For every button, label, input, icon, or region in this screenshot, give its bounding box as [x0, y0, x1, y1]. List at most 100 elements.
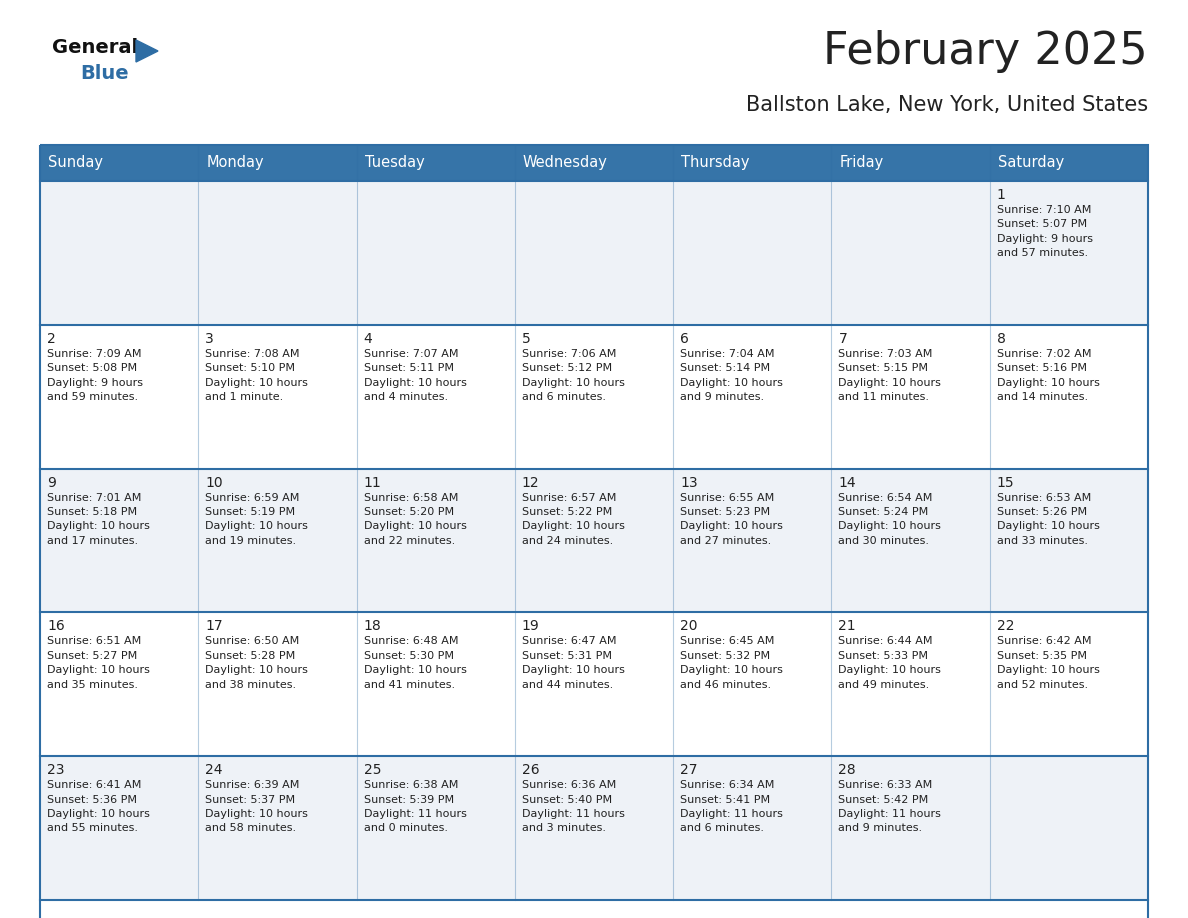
Bar — [514, 181, 674, 325]
Text: Sunday: Sunday — [48, 155, 103, 171]
Text: 25: 25 — [364, 763, 381, 778]
Bar — [514, 468, 674, 612]
Bar — [356, 468, 514, 612]
Bar — [40, 181, 198, 325]
Bar — [514, 756, 674, 900]
Bar — [832, 612, 990, 756]
Text: 12: 12 — [522, 476, 539, 489]
Text: Friday: Friday — [840, 155, 884, 171]
Bar — [356, 612, 514, 756]
Text: 22: 22 — [997, 620, 1015, 633]
Text: Sunrise: 6:48 AM
Sunset: 5:30 PM
Daylight: 10 hours
and 41 minutes.: Sunrise: 6:48 AM Sunset: 5:30 PM Dayligh… — [364, 636, 467, 689]
Text: Sunrise: 6:44 AM
Sunset: 5:33 PM
Daylight: 10 hours
and 49 minutes.: Sunrise: 6:44 AM Sunset: 5:33 PM Dayligh… — [839, 636, 941, 689]
Text: Sunrise: 6:55 AM
Sunset: 5:23 PM
Daylight: 10 hours
and 27 minutes.: Sunrise: 6:55 AM Sunset: 5:23 PM Dayligh… — [681, 493, 783, 546]
Text: Sunrise: 7:03 AM
Sunset: 5:15 PM
Daylight: 10 hours
and 11 minutes.: Sunrise: 7:03 AM Sunset: 5:15 PM Dayligh… — [839, 349, 941, 402]
Bar — [990, 468, 1148, 612]
Text: Sunrise: 7:02 AM
Sunset: 5:16 PM
Daylight: 10 hours
and 14 minutes.: Sunrise: 7:02 AM Sunset: 5:16 PM Dayligh… — [997, 349, 1100, 402]
Text: General: General — [52, 38, 138, 57]
Text: Sunrise: 7:08 AM
Sunset: 5:10 PM
Daylight: 10 hours
and 1 minute.: Sunrise: 7:08 AM Sunset: 5:10 PM Dayligh… — [206, 349, 308, 402]
Text: Sunrise: 7:09 AM
Sunset: 5:08 PM
Daylight: 9 hours
and 59 minutes.: Sunrise: 7:09 AM Sunset: 5:08 PM Dayligh… — [48, 349, 143, 402]
Bar — [514, 612, 674, 756]
Text: 1: 1 — [997, 188, 1005, 202]
Text: 5: 5 — [522, 331, 531, 346]
Bar — [40, 468, 198, 612]
Bar — [198, 181, 356, 325]
Text: 19: 19 — [522, 620, 539, 633]
Bar — [674, 181, 832, 325]
Text: 10: 10 — [206, 476, 223, 489]
Text: 9: 9 — [48, 476, 56, 489]
Text: 14: 14 — [839, 476, 857, 489]
Text: Sunrise: 6:39 AM
Sunset: 5:37 PM
Daylight: 10 hours
and 58 minutes.: Sunrise: 6:39 AM Sunset: 5:37 PM Dayligh… — [206, 780, 308, 834]
Text: Ballston Lake, New York, United States: Ballston Lake, New York, United States — [746, 95, 1148, 115]
Text: Sunrise: 6:54 AM
Sunset: 5:24 PM
Daylight: 10 hours
and 30 minutes.: Sunrise: 6:54 AM Sunset: 5:24 PM Dayligh… — [839, 493, 941, 546]
Text: Sunrise: 6:57 AM
Sunset: 5:22 PM
Daylight: 10 hours
and 24 minutes.: Sunrise: 6:57 AM Sunset: 5:22 PM Dayligh… — [522, 493, 625, 546]
Bar — [514, 325, 674, 468]
Bar — [356, 325, 514, 468]
Text: Sunrise: 6:34 AM
Sunset: 5:41 PM
Daylight: 11 hours
and 6 minutes.: Sunrise: 6:34 AM Sunset: 5:41 PM Dayligh… — [681, 780, 783, 834]
Bar — [990, 325, 1148, 468]
Text: 11: 11 — [364, 476, 381, 489]
Text: Sunrise: 6:50 AM
Sunset: 5:28 PM
Daylight: 10 hours
and 38 minutes.: Sunrise: 6:50 AM Sunset: 5:28 PM Dayligh… — [206, 636, 308, 689]
Text: February 2025: February 2025 — [823, 30, 1148, 73]
Text: Sunrise: 6:47 AM
Sunset: 5:31 PM
Daylight: 10 hours
and 44 minutes.: Sunrise: 6:47 AM Sunset: 5:31 PM Dayligh… — [522, 636, 625, 689]
Bar — [674, 468, 832, 612]
Text: Sunrise: 6:33 AM
Sunset: 5:42 PM
Daylight: 11 hours
and 9 minutes.: Sunrise: 6:33 AM Sunset: 5:42 PM Dayligh… — [839, 780, 941, 834]
Text: Sunrise: 7:06 AM
Sunset: 5:12 PM
Daylight: 10 hours
and 6 minutes.: Sunrise: 7:06 AM Sunset: 5:12 PM Dayligh… — [522, 349, 625, 402]
Text: 7: 7 — [839, 331, 847, 346]
Text: 27: 27 — [681, 763, 697, 778]
Bar — [674, 612, 832, 756]
Text: Saturday: Saturday — [998, 155, 1064, 171]
Text: 26: 26 — [522, 763, 539, 778]
Bar — [198, 468, 356, 612]
Text: Sunrise: 7:01 AM
Sunset: 5:18 PM
Daylight: 10 hours
and 17 minutes.: Sunrise: 7:01 AM Sunset: 5:18 PM Dayligh… — [48, 493, 150, 546]
Bar — [674, 325, 832, 468]
Text: 3: 3 — [206, 331, 214, 346]
Text: Sunrise: 7:04 AM
Sunset: 5:14 PM
Daylight: 10 hours
and 9 minutes.: Sunrise: 7:04 AM Sunset: 5:14 PM Dayligh… — [681, 349, 783, 402]
Bar — [832, 181, 990, 325]
Text: 16: 16 — [48, 620, 65, 633]
Text: 21: 21 — [839, 620, 857, 633]
Text: Sunrise: 6:41 AM
Sunset: 5:36 PM
Daylight: 10 hours
and 55 minutes.: Sunrise: 6:41 AM Sunset: 5:36 PM Dayligh… — [48, 780, 150, 834]
Bar — [990, 756, 1148, 900]
Text: 17: 17 — [206, 620, 223, 633]
Text: Blue: Blue — [80, 64, 128, 83]
Text: Sunrise: 6:42 AM
Sunset: 5:35 PM
Daylight: 10 hours
and 52 minutes.: Sunrise: 6:42 AM Sunset: 5:35 PM Dayligh… — [997, 636, 1100, 689]
Text: Sunrise: 7:10 AM
Sunset: 5:07 PM
Daylight: 9 hours
and 57 minutes.: Sunrise: 7:10 AM Sunset: 5:07 PM Dayligh… — [997, 205, 1093, 258]
Text: Monday: Monday — [207, 155, 264, 171]
Text: Sunrise: 6:36 AM
Sunset: 5:40 PM
Daylight: 11 hours
and 3 minutes.: Sunrise: 6:36 AM Sunset: 5:40 PM Dayligh… — [522, 780, 625, 834]
Bar — [40, 612, 198, 756]
Text: 4: 4 — [364, 331, 372, 346]
Bar — [198, 756, 356, 900]
Bar — [990, 181, 1148, 325]
Text: 18: 18 — [364, 620, 381, 633]
Text: 24: 24 — [206, 763, 223, 778]
Text: Sunrise: 6:51 AM
Sunset: 5:27 PM
Daylight: 10 hours
and 35 minutes.: Sunrise: 6:51 AM Sunset: 5:27 PM Dayligh… — [48, 636, 150, 689]
Bar — [356, 756, 514, 900]
Text: Wednesday: Wednesday — [523, 155, 608, 171]
Text: 28: 28 — [839, 763, 857, 778]
Bar — [198, 325, 356, 468]
Text: Sunrise: 6:38 AM
Sunset: 5:39 PM
Daylight: 11 hours
and 0 minutes.: Sunrise: 6:38 AM Sunset: 5:39 PM Dayligh… — [364, 780, 467, 834]
Bar — [40, 145, 1148, 918]
Bar — [198, 612, 356, 756]
Bar — [832, 756, 990, 900]
Bar — [832, 468, 990, 612]
Bar — [356, 181, 514, 325]
Text: 15: 15 — [997, 476, 1015, 489]
Bar — [832, 325, 990, 468]
Text: Sunrise: 7:07 AM
Sunset: 5:11 PM
Daylight: 10 hours
and 4 minutes.: Sunrise: 7:07 AM Sunset: 5:11 PM Dayligh… — [364, 349, 467, 402]
Text: Thursday: Thursday — [681, 155, 750, 171]
Text: Sunrise: 6:45 AM
Sunset: 5:32 PM
Daylight: 10 hours
and 46 minutes.: Sunrise: 6:45 AM Sunset: 5:32 PM Dayligh… — [681, 636, 783, 689]
Text: 23: 23 — [48, 763, 64, 778]
Bar — [40, 756, 198, 900]
Bar — [990, 612, 1148, 756]
Bar — [674, 756, 832, 900]
Text: 6: 6 — [681, 331, 689, 346]
Text: 2: 2 — [48, 331, 56, 346]
Text: 20: 20 — [681, 620, 697, 633]
Text: Tuesday: Tuesday — [365, 155, 424, 171]
Text: Sunrise: 6:53 AM
Sunset: 5:26 PM
Daylight: 10 hours
and 33 minutes.: Sunrise: 6:53 AM Sunset: 5:26 PM Dayligh… — [997, 493, 1100, 546]
Text: 8: 8 — [997, 331, 1005, 346]
Bar — [40, 325, 198, 468]
